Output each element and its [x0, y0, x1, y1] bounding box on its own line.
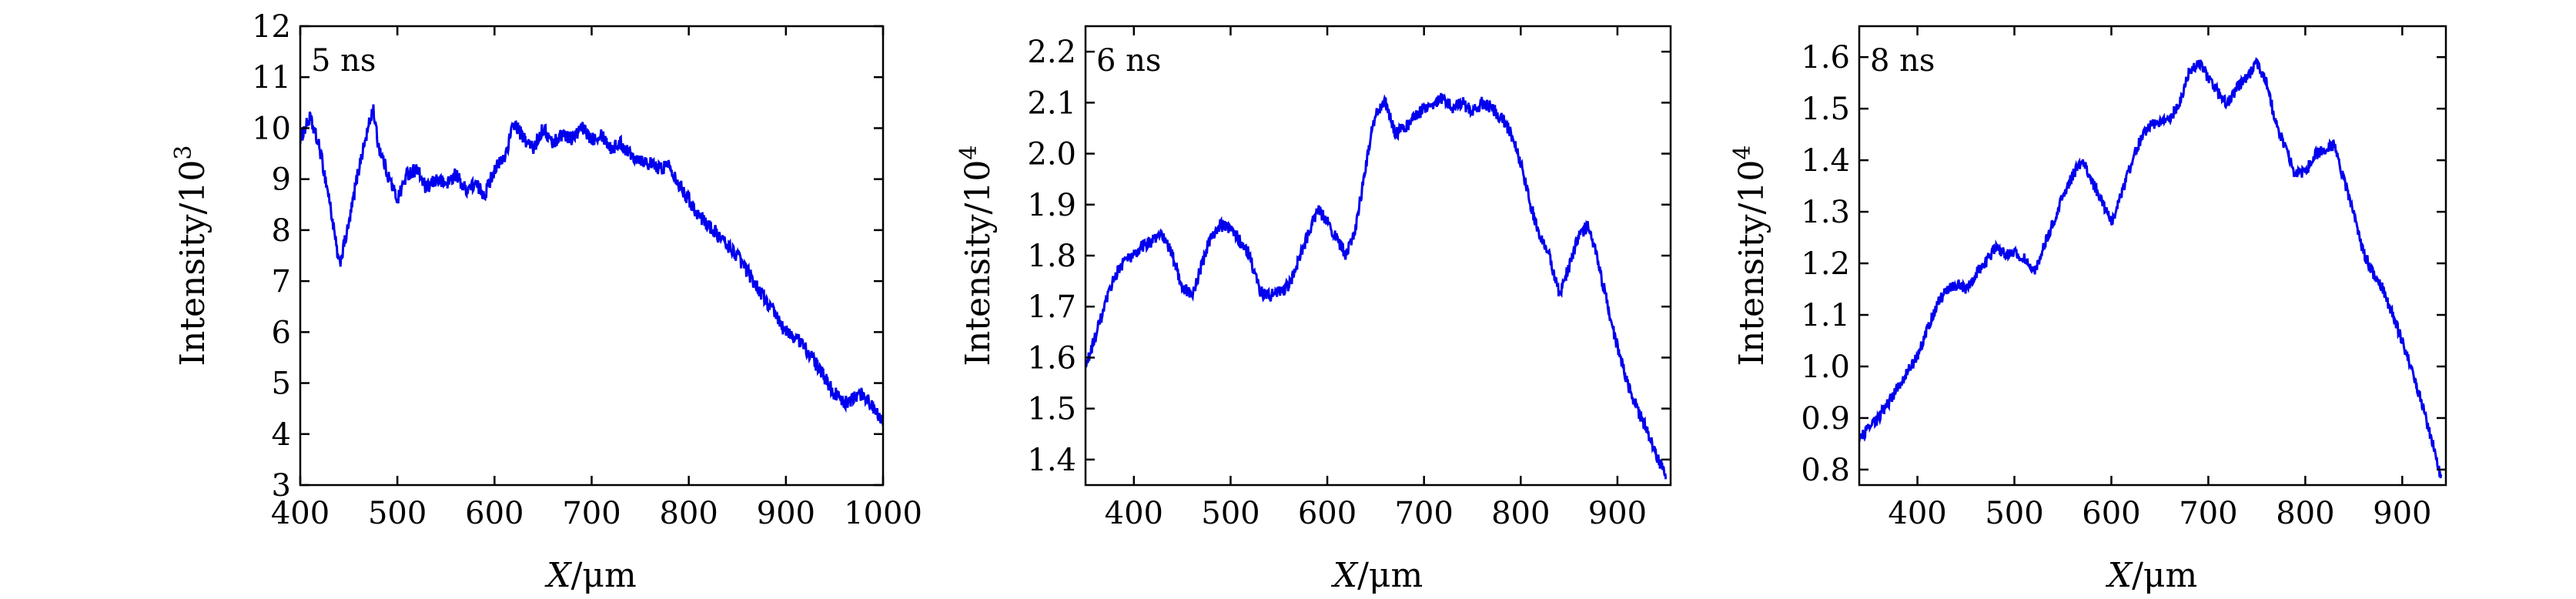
chart-panel-1: 400 500 600 700 800 900 1000 3 4 5 6 7 8 9 10 11 12 5 ns X…: [170, 9, 922, 595]
series-line: [300, 104, 883, 426]
chart-panel-3: 400 500 600 700 800 900 0.8 0.9 1.0 1.1 1.2 1.3 1.4 1…: [1729, 25, 2447, 595]
chart-panel-2: 400 500 600 700 800 900 1.4 1.5 1.6 1.7 1.8 1.9 2.0 2…: [955, 25, 1672, 595]
y-tick-label: 1.5: [1801, 92, 1850, 127]
y-tick-label: 8: [272, 213, 291, 249]
y-axis-label: Intensity/103: [170, 146, 213, 366]
y-tick-label: 1.5: [1027, 392, 1076, 427]
y-tick-label: 2.1: [1027, 85, 1076, 121]
y-tick-label: 1.2: [1801, 246, 1850, 282]
y-tick-label: 1.7: [1027, 289, 1076, 325]
y-tick-label: 1.1: [1801, 298, 1850, 333]
x-tick-label: 700: [2179, 496, 2237, 531]
x-tick-label: 900: [2373, 496, 2431, 531]
panel-annotation: 5 ns: [311, 43, 376, 79]
y-tick-label: 3: [272, 468, 291, 504]
plot-frame: [1858, 25, 2447, 487]
y-tick-label: 12: [252, 9, 291, 45]
y-tick-label: 0.8: [1801, 453, 1850, 488]
y-tick-label: 1.8: [1027, 239, 1076, 274]
y-tick-label: 1.4: [1801, 143, 1850, 179]
x-tick-label: 700: [1394, 496, 1453, 531]
y-tick-label: 1.0: [1801, 350, 1850, 385]
y-tick-label: 1.6: [1027, 340, 1076, 376]
y-axis-label: Intensity/104: [1729, 146, 1772, 366]
y-tick-label: 1.6: [1801, 40, 1850, 75]
y-tick-label: 5: [272, 366, 291, 402]
y-tick-label: 10: [252, 111, 291, 146]
x-axis-label: X/μm: [1331, 556, 1423, 595]
y-tick-label: 1.9: [1027, 188, 1076, 223]
series-line: [1086, 92, 1668, 480]
x-tick-label: 500: [368, 496, 427, 531]
x-tick-label: 400: [271, 496, 330, 531]
x-tick-label: 600: [1298, 496, 1357, 531]
x-tick-label: 800: [1491, 496, 1550, 531]
x-axis-label: X/μm: [544, 556, 636, 595]
y-tick-label: 1.4: [1027, 443, 1076, 478]
x-tick-label: 500: [1201, 496, 1260, 531]
y-tick-label: 9: [272, 162, 291, 198]
series-line: [1859, 57, 2443, 479]
x-tick-label: 400: [1888, 496, 1946, 531]
x-tick-label: 400: [1105, 496, 1163, 531]
y-tick-label: 2.0: [1027, 137, 1076, 172]
y-tick-label: 7: [272, 264, 291, 300]
x-tick-label: 1000: [844, 496, 922, 531]
panel-annotation: 8 ns: [1870, 43, 1935, 79]
y-tick-label: 2.2: [1027, 35, 1076, 70]
x-tick-label: 900: [1588, 496, 1647, 531]
plot-frame: [299, 25, 885, 487]
y-tick-label: 11: [252, 60, 291, 95]
y-tick-label: 1.3: [1801, 195, 1850, 230]
y-tick-label: 4: [272, 417, 291, 453]
x-tick-label: 500: [1985, 496, 2043, 531]
x-tick-label: 600: [2082, 496, 2140, 531]
y-tick-label: 0.9: [1801, 401, 1850, 437]
x-tick-label: 700: [562, 496, 621, 531]
x-tick-label: 600: [465, 496, 524, 531]
panel-annotation: 6 ns: [1096, 43, 1161, 79]
y-tick-label: 6: [272, 315, 291, 350]
x-tick-label: 800: [2276, 496, 2334, 531]
x-tick-label: 800: [659, 496, 718, 531]
x-axis-label: X/μm: [2106, 556, 2197, 595]
x-tick-label: 900: [757, 496, 815, 531]
y-axis-label: Intensity/104: [955, 146, 999, 366]
